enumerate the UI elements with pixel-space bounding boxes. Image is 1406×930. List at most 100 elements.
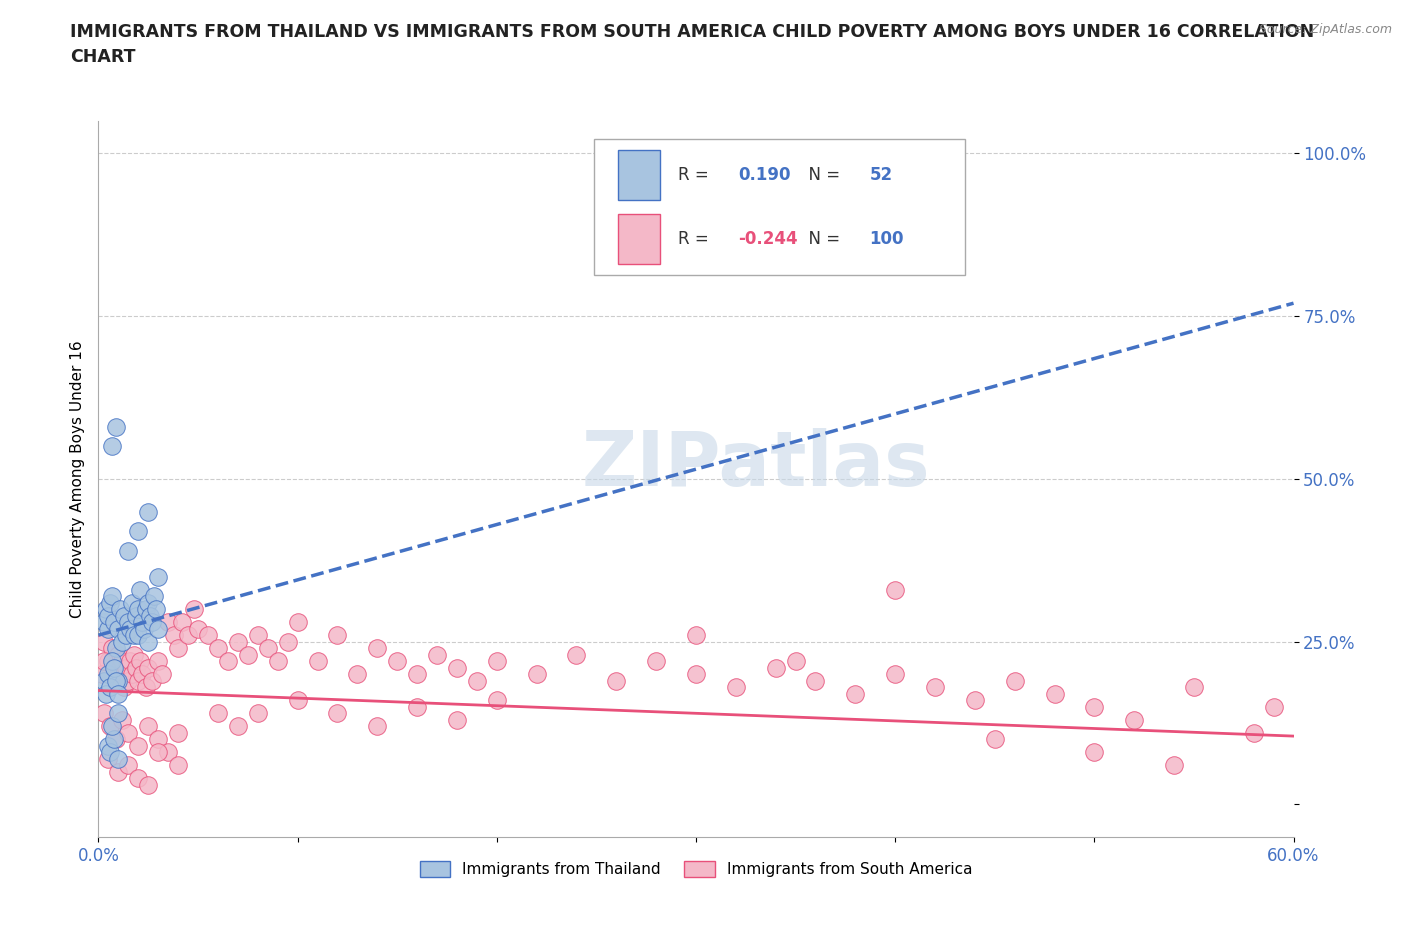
Point bbox=[124, 628, 146, 643]
Point bbox=[785, 654, 807, 669]
Point bbox=[346, 667, 368, 682]
Point bbox=[465, 673, 488, 688]
Point bbox=[246, 628, 269, 643]
Point bbox=[101, 589, 124, 604]
Point bbox=[97, 751, 120, 766]
Point bbox=[1123, 712, 1146, 727]
Point bbox=[167, 758, 190, 773]
Point bbox=[136, 777, 159, 792]
Point bbox=[105, 419, 128, 434]
Point bbox=[143, 589, 166, 604]
Text: N =: N = bbox=[797, 166, 845, 183]
Point bbox=[1182, 680, 1205, 695]
Point bbox=[1243, 725, 1265, 740]
Point bbox=[148, 732, 170, 747]
Point bbox=[93, 615, 115, 630]
Point bbox=[115, 628, 138, 643]
Point bbox=[141, 673, 163, 688]
Point bbox=[1263, 699, 1285, 714]
Point bbox=[93, 673, 115, 688]
Point bbox=[129, 582, 152, 597]
Text: IMMIGRANTS FROM THAILAND VS IMMIGRANTS FROM SOUTH AMERICA CHILD POVERTY AMONG BO: IMMIGRANTS FROM THAILAND VS IMMIGRANTS F… bbox=[70, 23, 1315, 66]
Point bbox=[236, 647, 259, 662]
Point bbox=[117, 758, 139, 773]
Point bbox=[97, 738, 120, 753]
Point bbox=[145, 602, 167, 617]
Point bbox=[150, 667, 173, 682]
Point bbox=[426, 647, 449, 662]
Point bbox=[110, 602, 132, 617]
Point bbox=[131, 615, 153, 630]
Point bbox=[366, 719, 388, 734]
Point bbox=[207, 706, 229, 721]
Point bbox=[172, 615, 194, 630]
Point bbox=[136, 595, 159, 610]
Point bbox=[111, 634, 134, 649]
Point bbox=[93, 706, 115, 721]
Point bbox=[167, 725, 190, 740]
Point bbox=[117, 725, 139, 740]
Point bbox=[103, 660, 125, 675]
Point bbox=[1043, 686, 1066, 701]
Point bbox=[884, 582, 907, 597]
Point bbox=[446, 712, 468, 727]
Point bbox=[226, 634, 249, 649]
Point bbox=[326, 628, 349, 643]
Point bbox=[129, 654, 152, 669]
Point bbox=[406, 699, 429, 714]
Point bbox=[107, 751, 129, 766]
Point bbox=[98, 667, 122, 682]
Point bbox=[984, 732, 1007, 747]
Point bbox=[91, 667, 114, 682]
Point bbox=[105, 732, 128, 747]
Point bbox=[107, 621, 129, 636]
Legend: Immigrants from Thailand, Immigrants from South America: Immigrants from Thailand, Immigrants fro… bbox=[413, 855, 979, 884]
Point bbox=[98, 745, 122, 760]
Point bbox=[131, 667, 153, 682]
Text: ZIPatlas: ZIPatlas bbox=[582, 428, 929, 501]
Point bbox=[765, 660, 787, 675]
Text: -0.244: -0.244 bbox=[738, 230, 797, 248]
Point bbox=[112, 608, 135, 623]
Point bbox=[605, 673, 627, 688]
Point bbox=[101, 439, 124, 454]
Point bbox=[93, 634, 115, 649]
Text: 100: 100 bbox=[869, 230, 904, 248]
Point bbox=[148, 654, 170, 669]
Point bbox=[187, 621, 209, 636]
Point bbox=[127, 673, 149, 688]
Point bbox=[101, 654, 124, 669]
Point bbox=[385, 654, 409, 669]
Point bbox=[287, 693, 309, 708]
Text: 0.190: 0.190 bbox=[738, 166, 790, 183]
Point bbox=[277, 634, 299, 649]
Point bbox=[366, 641, 388, 656]
Point bbox=[141, 615, 163, 630]
Point bbox=[136, 719, 159, 734]
Bar bbox=[619, 214, 661, 264]
Point bbox=[134, 621, 156, 636]
Point bbox=[1083, 699, 1105, 714]
Point bbox=[485, 654, 508, 669]
Point bbox=[117, 615, 139, 630]
Point bbox=[107, 706, 129, 721]
Point bbox=[101, 641, 124, 656]
Y-axis label: Child Poverty Among Boys Under 16: Child Poverty Among Boys Under 16 bbox=[69, 340, 84, 618]
Point bbox=[163, 628, 186, 643]
Point bbox=[135, 680, 157, 695]
Point bbox=[112, 680, 135, 695]
Point bbox=[326, 706, 349, 721]
Point bbox=[105, 673, 128, 688]
Text: N =: N = bbox=[797, 230, 845, 248]
Point bbox=[177, 628, 200, 643]
Point bbox=[103, 732, 125, 747]
Point bbox=[924, 680, 946, 695]
Point bbox=[267, 654, 290, 669]
Point bbox=[121, 667, 143, 682]
Point bbox=[101, 719, 124, 734]
FancyBboxPatch shape bbox=[595, 139, 965, 275]
Point bbox=[93, 654, 115, 669]
Point bbox=[148, 569, 170, 584]
Point bbox=[96, 686, 118, 701]
Point bbox=[844, 686, 866, 701]
